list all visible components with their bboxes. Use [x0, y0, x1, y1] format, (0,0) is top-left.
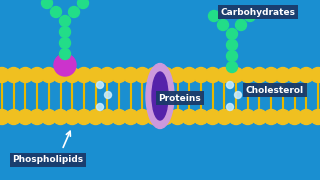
Circle shape	[54, 54, 76, 76]
Circle shape	[170, 68, 185, 82]
Circle shape	[112, 109, 126, 125]
Circle shape	[227, 28, 237, 39]
Ellipse shape	[152, 72, 168, 120]
Circle shape	[60, 26, 70, 37]
Circle shape	[53, 109, 68, 125]
Circle shape	[299, 68, 314, 82]
Text: Phospholipids: Phospholipids	[12, 156, 84, 165]
Circle shape	[287, 109, 302, 125]
Circle shape	[53, 68, 68, 82]
Circle shape	[217, 109, 232, 125]
Circle shape	[276, 109, 290, 125]
Circle shape	[18, 109, 33, 125]
Circle shape	[227, 51, 237, 62]
Circle shape	[264, 68, 279, 82]
Circle shape	[6, 68, 21, 82]
Circle shape	[6, 109, 21, 125]
Circle shape	[18, 68, 33, 82]
Circle shape	[68, 6, 79, 17]
Text: Proteins: Proteins	[159, 93, 201, 102]
Circle shape	[135, 109, 150, 125]
Circle shape	[310, 68, 320, 82]
Circle shape	[65, 109, 80, 125]
Circle shape	[194, 109, 208, 125]
Circle shape	[264, 109, 279, 125]
Circle shape	[41, 68, 56, 82]
Circle shape	[218, 19, 228, 30]
Circle shape	[30, 109, 44, 125]
Circle shape	[158, 68, 173, 82]
Circle shape	[228, 109, 244, 125]
Ellipse shape	[146, 64, 174, 129]
Circle shape	[135, 68, 150, 82]
Text: Carbohydrates: Carbohydrates	[220, 8, 295, 17]
Circle shape	[182, 68, 197, 82]
Circle shape	[60, 48, 70, 60]
Circle shape	[30, 68, 44, 82]
Circle shape	[235, 91, 242, 98]
Circle shape	[0, 109, 10, 125]
Circle shape	[97, 82, 103, 89]
Circle shape	[88, 68, 103, 82]
Circle shape	[217, 68, 232, 82]
Circle shape	[123, 109, 138, 125]
Circle shape	[51, 6, 61, 17]
Circle shape	[236, 19, 246, 30]
Circle shape	[240, 109, 255, 125]
Circle shape	[100, 68, 115, 82]
Circle shape	[227, 82, 234, 89]
Circle shape	[76, 109, 92, 125]
Text: Cholesterol: Cholesterol	[246, 86, 304, 94]
Circle shape	[42, 0, 52, 8]
Circle shape	[112, 68, 126, 82]
Circle shape	[158, 109, 173, 125]
Circle shape	[287, 68, 302, 82]
Circle shape	[182, 109, 197, 125]
Circle shape	[65, 68, 80, 82]
Circle shape	[252, 109, 267, 125]
Circle shape	[147, 68, 162, 82]
Circle shape	[60, 37, 70, 48]
Circle shape	[76, 68, 92, 82]
Circle shape	[147, 109, 162, 125]
Circle shape	[194, 68, 208, 82]
Circle shape	[276, 68, 290, 82]
Circle shape	[205, 109, 220, 125]
Circle shape	[227, 39, 237, 51]
Circle shape	[299, 109, 314, 125]
Circle shape	[252, 68, 267, 82]
Circle shape	[60, 15, 70, 26]
Circle shape	[227, 103, 234, 111]
Circle shape	[0, 68, 10, 82]
Circle shape	[97, 103, 103, 111]
Circle shape	[228, 68, 244, 82]
Circle shape	[205, 68, 220, 82]
Circle shape	[77, 0, 89, 8]
Circle shape	[209, 10, 220, 21]
Circle shape	[240, 68, 255, 82]
Circle shape	[123, 68, 138, 82]
Circle shape	[41, 109, 56, 125]
Circle shape	[170, 109, 185, 125]
Circle shape	[105, 91, 111, 98]
Circle shape	[227, 62, 237, 73]
Circle shape	[100, 109, 115, 125]
Circle shape	[88, 109, 103, 125]
Circle shape	[310, 109, 320, 125]
Circle shape	[244, 10, 255, 21]
